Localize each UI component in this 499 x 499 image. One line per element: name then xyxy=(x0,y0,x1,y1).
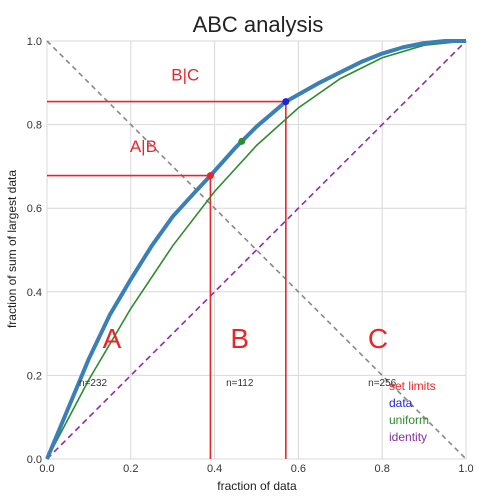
y-tick-label: 0.4 xyxy=(27,287,42,299)
x-tick-label: 0.6 xyxy=(291,463,306,475)
series-data-line xyxy=(45,39,466,460)
marker-point xyxy=(206,172,214,180)
region-count-label: n=256 xyxy=(368,378,397,389)
x-tick-label: 0.2 xyxy=(123,463,138,475)
region-count-label: n=232 xyxy=(79,378,108,389)
x-tick-label: 0.0 xyxy=(39,463,54,475)
y-tick-label: 1.0 xyxy=(27,36,42,48)
legend-entry: uniform xyxy=(389,413,429,427)
y-axis-label: fraction of sum of largest data xyxy=(5,170,19,328)
region-label: C xyxy=(368,323,388,354)
x-axis-label: fraction of data xyxy=(217,479,297,493)
y-tick-label: 0.0 xyxy=(27,454,42,466)
series-identity-line xyxy=(46,40,467,460)
x-tick-label: 0.4 xyxy=(207,463,222,475)
y-tick-label: 0.2 xyxy=(27,370,42,382)
x-tick-label: 0.8 xyxy=(375,463,390,475)
region-count-label: n=112 xyxy=(226,378,254,389)
x-tick-label: 1.0 xyxy=(458,463,473,475)
legend-entry: set limits xyxy=(389,379,436,393)
marker-point xyxy=(238,137,246,145)
limit-label: B|C xyxy=(171,66,199,85)
plot-area: 0.0 0.2 0.4 0.6 0.8 1.0 0.0 0.2 0.4 0.6 0.8 1.0 A|B B… xyxy=(27,36,474,475)
legend-entry: data xyxy=(389,396,413,410)
region-label: B xyxy=(230,323,249,354)
limit-label: A|B xyxy=(130,137,157,156)
marker-point xyxy=(282,98,290,106)
region-label: A xyxy=(103,323,122,354)
series-uniform-line xyxy=(46,40,467,460)
legend-entry: identity xyxy=(389,430,427,444)
chart-title: ABC analysis xyxy=(193,12,324,37)
y-tick-label: 0.6 xyxy=(27,203,42,215)
y-tick-label: 0.8 xyxy=(27,120,42,132)
